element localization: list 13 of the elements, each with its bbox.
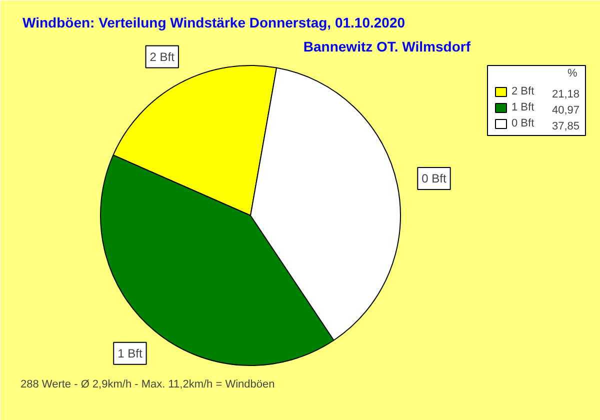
legend-label: 1 Bft: [512, 102, 534, 114]
slice-label: 0 Bft: [422, 171, 447, 186]
slice-label: 1 Bft: [118, 346, 143, 360]
legend-title: %: [568, 68, 578, 80]
data-label: 37,85: [552, 120, 580, 132]
data-label: 40,97: [552, 104, 580, 116]
legend-label: 0 Bft: [512, 118, 534, 130]
chart-subtitle: Bannewitz OT. Wilmsdorf: [303, 38, 471, 54]
slice-label: 2 Bft: [150, 50, 176, 64]
legend-label: 2 Bft: [512, 86, 534, 98]
chart-title: Windböen: Verteilung Windstärke Donnerstag, 01.10.2020: [22, 14, 406, 30]
text: 288 Werte - Ø 2,9km/h - Max. 11,2km/h = Windböen: [20, 378, 275, 390]
data-label: 21,18: [552, 88, 580, 100]
